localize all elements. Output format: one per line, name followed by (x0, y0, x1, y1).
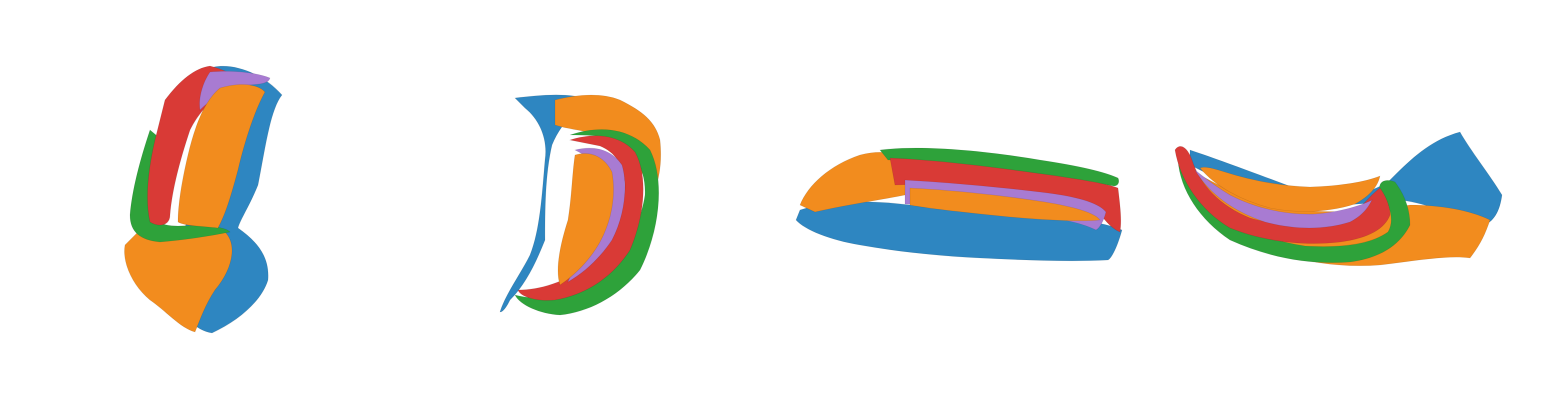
view-4-red-region (1174, 146, 1391, 244)
view-2-orange-inner-region (557, 153, 614, 286)
view-1-red-region (147, 65, 239, 226)
view-1-orange-inner-region (177, 84, 266, 229)
view-4-orange-inner-region (1199, 166, 1381, 212)
view-3-orange-inner-region (909, 187, 1101, 222)
view-4-purple-region (1194, 169, 1373, 229)
